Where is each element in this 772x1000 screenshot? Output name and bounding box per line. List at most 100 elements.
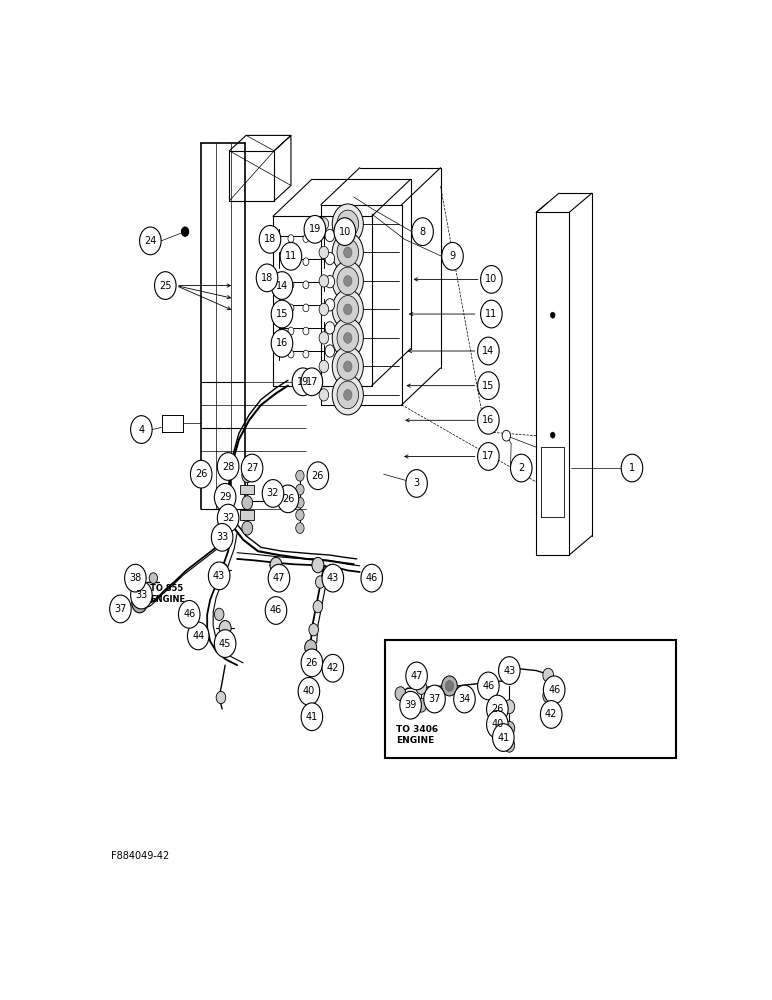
Text: 3: 3 [414,478,420,488]
Text: 26: 26 [312,471,324,481]
Circle shape [332,232,364,272]
Circle shape [218,504,239,532]
Text: TO 855
ENGINE: TO 855 ENGINE [151,584,185,604]
Circle shape [301,649,323,677]
Circle shape [271,272,293,299]
Circle shape [344,219,352,229]
Circle shape [288,327,294,335]
Text: 42: 42 [327,663,339,673]
Circle shape [319,246,329,259]
Circle shape [212,523,233,551]
Circle shape [499,659,513,677]
Circle shape [337,296,358,323]
Circle shape [301,368,323,396]
Text: 43: 43 [503,666,516,676]
Circle shape [478,672,499,700]
Bar [240,485,255,494]
Circle shape [316,576,325,588]
Circle shape [140,227,161,255]
Text: 45: 45 [219,639,232,649]
Circle shape [445,681,454,691]
Text: 15: 15 [276,309,288,319]
Circle shape [296,510,304,520]
Circle shape [332,318,364,358]
Text: TO 3406
ENGINE: TO 3406 ENGINE [396,725,438,745]
Circle shape [319,360,329,373]
Circle shape [337,210,358,238]
Circle shape [178,600,200,628]
Text: 4: 4 [138,425,144,435]
Circle shape [400,691,422,719]
Text: 46: 46 [366,573,378,583]
Circle shape [271,300,293,328]
Circle shape [130,581,152,609]
Circle shape [305,640,317,655]
Circle shape [259,225,281,253]
Circle shape [242,454,262,482]
Circle shape [132,593,147,613]
Circle shape [216,563,229,578]
Circle shape [288,281,294,289]
Circle shape [337,381,358,409]
Circle shape [502,430,510,441]
Text: 11: 11 [285,251,297,261]
Text: 1: 1 [629,463,635,473]
Circle shape [493,724,514,751]
Circle shape [332,289,364,329]
Circle shape [305,660,316,674]
Text: 37: 37 [428,694,441,704]
Circle shape [424,685,445,713]
Text: 47: 47 [411,671,423,681]
Text: 17: 17 [306,377,318,387]
Circle shape [303,281,309,289]
Circle shape [271,329,293,357]
Text: 33: 33 [135,590,147,600]
Circle shape [454,685,476,713]
Circle shape [277,485,299,513]
Circle shape [340,384,355,403]
Text: 10: 10 [339,227,351,237]
Circle shape [288,350,294,358]
Circle shape [361,564,382,592]
Circle shape [181,227,188,236]
Circle shape [303,350,309,358]
Text: 29: 29 [219,492,232,502]
Circle shape [319,218,329,230]
Circle shape [344,276,352,286]
Circle shape [149,573,157,584]
Text: 10: 10 [486,274,497,284]
Circle shape [227,638,235,649]
Bar [240,510,255,520]
Text: 26: 26 [306,658,318,668]
Circle shape [337,267,358,295]
Circle shape [543,689,554,703]
Circle shape [406,470,428,497]
Circle shape [322,564,344,592]
Text: 15: 15 [482,381,495,391]
Text: 28: 28 [222,462,235,472]
Text: 14: 14 [276,281,288,291]
Text: 40: 40 [491,719,503,729]
Circle shape [303,258,309,266]
Text: 18: 18 [264,234,276,244]
Circle shape [499,657,520,684]
Circle shape [486,695,508,723]
Circle shape [543,668,554,682]
Text: 46: 46 [270,605,282,615]
Circle shape [416,681,427,694]
Circle shape [344,333,352,343]
Text: 43: 43 [213,571,225,581]
Circle shape [319,275,329,287]
Circle shape [411,218,433,246]
Circle shape [481,300,502,328]
Text: 26: 26 [282,494,294,504]
Circle shape [504,700,515,714]
Circle shape [344,389,352,400]
Circle shape [270,557,282,573]
Text: 46: 46 [548,685,560,695]
Text: 14: 14 [482,346,495,356]
Text: 44: 44 [192,631,205,641]
Circle shape [303,304,309,312]
Circle shape [504,721,515,735]
Circle shape [296,470,304,481]
